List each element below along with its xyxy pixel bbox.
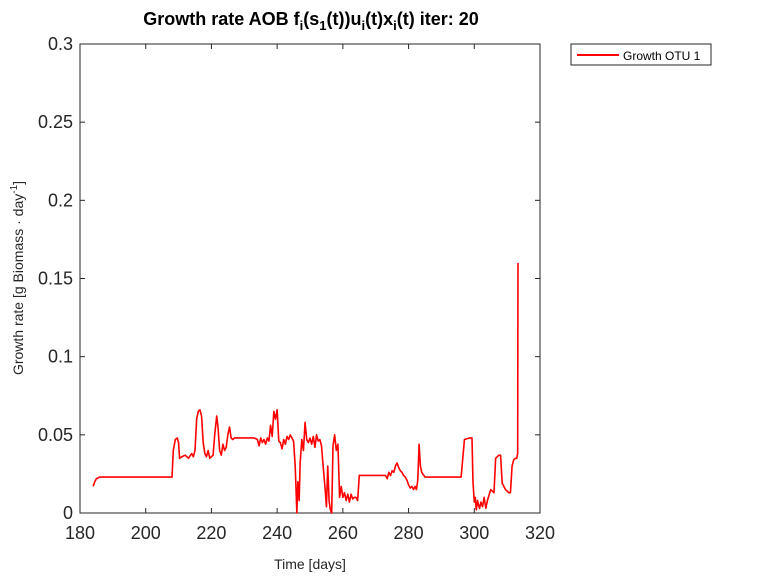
series-line-growth-otu-1 xyxy=(92,262,519,514)
title-part2: (s xyxy=(303,9,319,29)
y-tick-label: 0.3 xyxy=(48,34,73,54)
axis-ticks xyxy=(79,43,541,514)
title-part3: (t))u xyxy=(326,9,361,29)
y-tick-label: 0 xyxy=(63,503,73,523)
y-tick-label: 0.25 xyxy=(38,112,73,132)
legend-label-growth-otu-1: Growth OTU 1 xyxy=(623,49,701,63)
y-axis-label-end: ] xyxy=(10,181,26,185)
y-tick-label: 0.05 xyxy=(38,425,73,445)
y-tick-label: 0.2 xyxy=(48,190,73,210)
title-sub-i1: i xyxy=(300,18,304,33)
legend: Growth OTU 1 xyxy=(570,43,712,66)
y-tick-label: 0.1 xyxy=(48,347,73,367)
legend-box xyxy=(570,43,712,66)
title-sub-1: 1 xyxy=(319,18,326,33)
chart-title: Growth rate AOB fi(s1(t))ui(t)xi(t) iter… xyxy=(143,9,478,33)
x-tick-label: 180 xyxy=(65,523,95,543)
title-sub-i3: i xyxy=(393,18,397,33)
title-main: Growth rate AOB f xyxy=(143,9,300,29)
x-tick-label: 300 xyxy=(459,523,489,543)
title-sub-i2: i xyxy=(361,18,365,33)
x-tick-label: 280 xyxy=(394,523,424,543)
plot-area xyxy=(79,43,541,514)
series-layer xyxy=(92,262,519,514)
title-part5: (t) iter: 20 xyxy=(397,9,479,29)
x-tick-label: 260 xyxy=(328,523,358,543)
x-tick-label: 320 xyxy=(525,523,555,543)
y-axis-label-sup: -1 xyxy=(9,184,20,193)
x-tick-label: 220 xyxy=(196,523,226,543)
tick-labels: 180 200 220 240 260 280 300 320 0 0.05 0.1 0.15 0.2 0… xyxy=(38,34,555,543)
y-tick-label: 0.15 xyxy=(38,269,73,289)
y-axis-label: Growth rate [g Biomass · day-1] xyxy=(9,181,26,375)
x-tick-label: 200 xyxy=(131,523,161,543)
title-part4: (t)x xyxy=(365,9,393,29)
x-axis-label: Time [days] xyxy=(274,556,346,572)
y-axis-label-main: Growth rate [g Biomass · day xyxy=(10,194,26,375)
x-tick-label: 240 xyxy=(262,523,292,543)
